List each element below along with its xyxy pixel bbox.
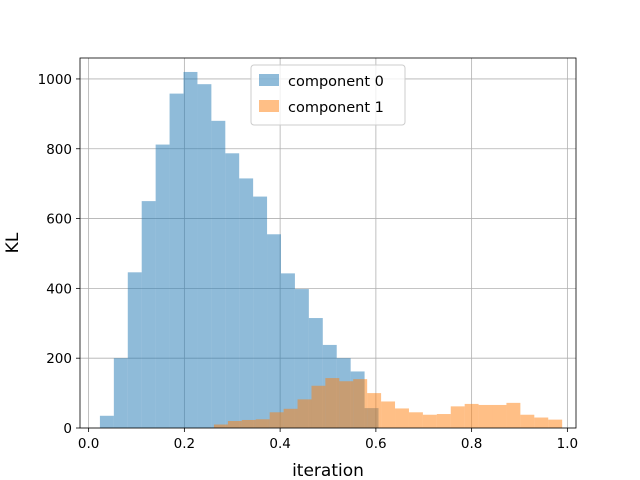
histogram-bar-series-0: [211, 120, 226, 428]
histogram-bar-series-1: [283, 408, 298, 428]
histogram-bar-series-1: [255, 419, 270, 428]
legend-label: component 1: [288, 100, 384, 116]
histogram-bar-series-0: [141, 201, 156, 428]
histogram-bar-series-0: [225, 153, 240, 428]
x-tick-label: 1.0: [557, 436, 578, 452]
x-tick-label: 0.8: [461, 436, 482, 452]
histogram-bar-series-1: [381, 401, 396, 428]
histogram-bar-series-1: [422, 414, 437, 428]
histogram-bar-series-1: [464, 403, 479, 428]
histogram-bar-series-1: [297, 399, 312, 428]
histogram-bar-series-1: [241, 419, 256, 428]
histogram-bar-series-1: [353, 379, 368, 428]
legend-swatch: [259, 100, 279, 112]
histogram-bars: [99, 71, 563, 429]
histogram-bar-series-1: [408, 412, 423, 428]
histogram-bar-series-0: [169, 93, 184, 429]
histogram-bar-series-0: [280, 273, 295, 428]
y-tick-label: 1000: [38, 72, 72, 88]
histogram-bar-series-1: [520, 414, 535, 428]
histogram-bar-series-0: [253, 196, 268, 428]
histogram-bar-series-0: [99, 415, 114, 428]
histogram-bar-series-0: [239, 178, 254, 428]
axis-ticks: 0.0 0.2 0.4 0.6 0.8 1.0 0 200 400 600 800 1000: [38, 72, 578, 452]
histogram-bar-series-1: [269, 412, 284, 428]
histogram-bar-series-1: [213, 424, 228, 428]
histogram-bar-series-1: [339, 381, 354, 428]
histogram-bar-series-1: [311, 385, 326, 428]
y-tick-label: 800: [46, 142, 72, 158]
x-tick-label: 0.6: [365, 436, 386, 452]
x-axis-label: iteration: [292, 461, 364, 480]
y-tick-label: 0: [63, 421, 72, 437]
legend-label: component 0: [288, 74, 384, 90]
histogram-bar-series-0: [183, 71, 198, 428]
histogram-bar-series-1: [367, 393, 382, 428]
histogram-bar-series-0: [294, 289, 309, 428]
histogram-bar-series-1: [436, 414, 451, 428]
plot-frame: [79, 57, 577, 429]
y-tick-label: 400: [46, 281, 72, 297]
x-tick-label: 0.4: [269, 436, 290, 452]
legend: component 0 component 1: [250, 64, 406, 126]
histogram-bar-series-0: [113, 358, 128, 428]
x-tick-label: 0.2: [174, 436, 195, 452]
histogram-bar-series-1: [548, 419, 563, 428]
histogram-bar-series-1: [478, 404, 493, 428]
histogram-bar-series-0: [197, 84, 212, 428]
histogram-bar-series-1: [534, 417, 549, 428]
histogram-bar-series-1: [325, 378, 340, 428]
histogram-bar-series-1: [395, 408, 409, 428]
histogram-bar-series-1: [450, 406, 465, 428]
legend-box: [250, 64, 406, 126]
y-tick-label: 200: [46, 351, 72, 367]
legend-swatch: [259, 74, 279, 86]
histogram-bar-series-1: [227, 421, 242, 428]
histogram-bar-series-0: [267, 234, 281, 428]
histogram-bar-series-0: [155, 144, 170, 428]
x-tick-label: 0.0: [78, 436, 99, 452]
histogram-bar-series-0: [127, 272, 142, 428]
y-axis-label: KL: [3, 232, 23, 253]
histogram-bar-series-1: [492, 404, 507, 428]
histogram-bar-series-1: [506, 402, 521, 428]
y-tick-label: 600: [46, 212, 72, 228]
